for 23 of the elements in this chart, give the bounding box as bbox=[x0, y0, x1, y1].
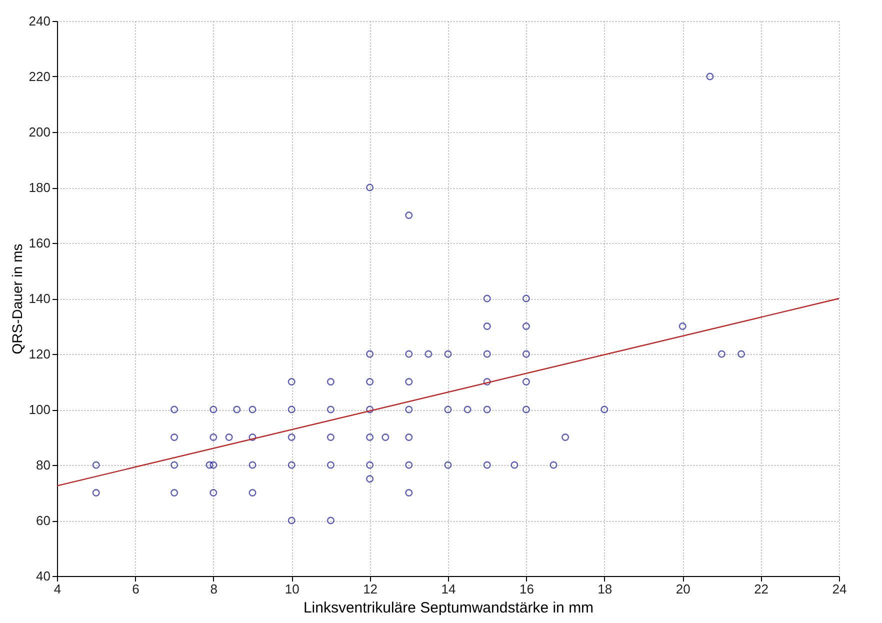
x-tick-label: 10 bbox=[284, 582, 300, 596]
y-tick-label: 40 bbox=[36, 568, 50, 584]
x-tick-label: 16 bbox=[519, 582, 534, 596]
y-tick-label: 80 bbox=[36, 458, 50, 472]
y-tick-label: 100 bbox=[28, 402, 50, 417]
x-tick-label: 4 bbox=[54, 582, 62, 596]
x-tick-label: 20 bbox=[676, 582, 690, 596]
y-tick-label: 60 bbox=[36, 513, 50, 528]
x-tick-label: 14 bbox=[441, 582, 456, 596]
x-tick-label: 18 bbox=[598, 582, 612, 596]
y-tick-label: 220 bbox=[28, 69, 50, 84]
y-axis-title: QRS-Dauer in ms bbox=[8, 244, 25, 354]
y-tick-label: 200 bbox=[28, 124, 50, 140]
y-tick-label: 160 bbox=[28, 236, 50, 250]
y-tick-label: 180 bbox=[28, 180, 50, 195]
x-tick-label: 22 bbox=[754, 582, 769, 596]
x-tick-label: 6 bbox=[132, 582, 140, 596]
y-tick-label: 140 bbox=[28, 291, 50, 306]
x-tick-label: 8 bbox=[210, 582, 218, 596]
y-tick-label: 120 bbox=[28, 346, 50, 362]
x-tick-label: 12 bbox=[363, 582, 378, 596]
y-tick-label: 240 bbox=[28, 14, 50, 28]
x-tick-label: 24 bbox=[832, 582, 847, 596]
